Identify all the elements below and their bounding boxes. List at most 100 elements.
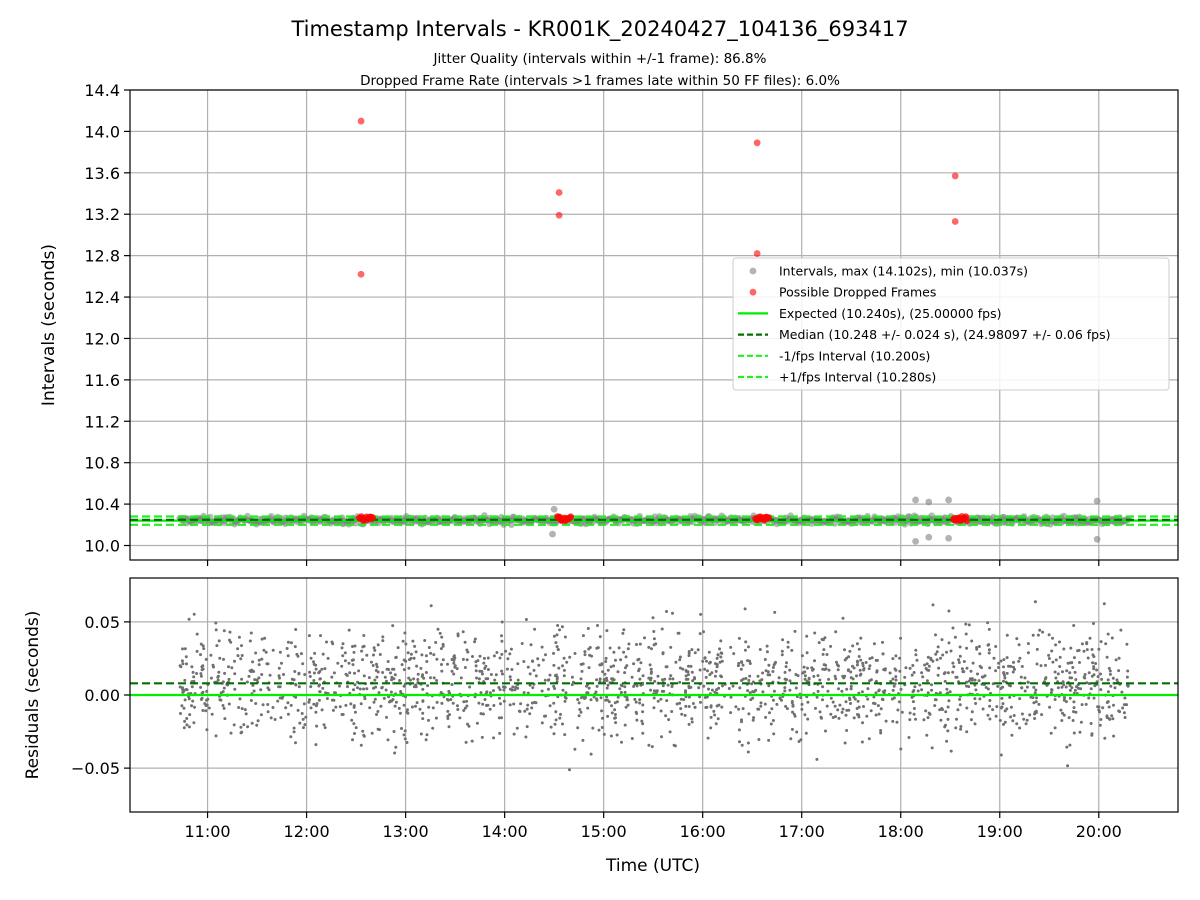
- residual-point: [656, 699, 660, 703]
- residual-point: [391, 698, 395, 701]
- residual-point: [925, 733, 929, 737]
- top-y-tick-label: 12.8: [84, 247, 120, 266]
- residual-point: [1117, 709, 1121, 713]
- residual-point: [1125, 683, 1129, 687]
- residual-point: [1033, 712, 1037, 716]
- residual-point: [209, 676, 213, 680]
- residual-point: [737, 661, 741, 665]
- residual-point: [455, 667, 459, 671]
- residual-point: [1072, 710, 1075, 714]
- residual-point: [1088, 636, 1092, 640]
- residual-point: [967, 679, 971, 683]
- residual-point: [600, 726, 604, 729]
- residual-point: [498, 696, 501, 700]
- residual-point: [924, 709, 928, 713]
- residual-point: [573, 652, 577, 655]
- residual-point: [200, 665, 204, 669]
- residual-point: [781, 638, 785, 642]
- residual-point: [679, 697, 683, 701]
- residual-point: [852, 666, 856, 670]
- residual-point: [1002, 665, 1005, 669]
- residual-point: [546, 678, 550, 682]
- residual-point: [307, 634, 311, 638]
- residual-point: [1098, 723, 1102, 727]
- residual-point: [1011, 719, 1015, 723]
- residual-point: [309, 706, 313, 710]
- residual-point: [1036, 633, 1040, 637]
- residual-point: [927, 664, 931, 668]
- residual-point: [389, 671, 392, 675]
- residual-point: [376, 710, 380, 713]
- residual-point: [1092, 655, 1096, 659]
- residual-point: [424, 671, 428, 674]
- residual-point: [898, 656, 902, 660]
- residual-point: [351, 658, 355, 662]
- residual-point: [303, 723, 307, 727]
- residual-point: [1107, 717, 1111, 721]
- residual-point: [271, 648, 275, 652]
- legend-label: -1/fps Interval (10.200s): [779, 348, 930, 363]
- residual-point: [881, 652, 885, 656]
- residual-point: [1023, 676, 1027, 680]
- residual-point: [451, 701, 455, 705]
- residual-point: [360, 649, 364, 653]
- residual-point: [1066, 764, 1070, 768]
- residual-point: [343, 651, 347, 655]
- residual-point: [926, 716, 930, 720]
- residual-point: [609, 665, 613, 669]
- residual-point: [498, 656, 502, 660]
- residual-point: [227, 702, 231, 706]
- residual-point: [940, 638, 944, 642]
- residual-point: [1066, 661, 1070, 665]
- residual-point: [205, 728, 209, 732]
- residual-point: [352, 705, 356, 709]
- residual-point: [384, 679, 388, 683]
- residual-point: [1028, 713, 1032, 717]
- residual-point: [341, 654, 345, 658]
- residual-point: [814, 706, 817, 710]
- residual-point: [192, 612, 196, 616]
- residual-point: [859, 658, 863, 662]
- residual-point: [731, 684, 735, 688]
- residual-point: [1060, 719, 1064, 722]
- residual-point: [690, 648, 694, 652]
- residual-point: [1003, 676, 1007, 680]
- residual-point: [709, 726, 713, 730]
- residual-point: [580, 669, 584, 673]
- residual-point: [741, 663, 745, 667]
- residual-point: [475, 721, 479, 725]
- residual-point: [754, 688, 758, 692]
- dropped-frame-point: [357, 117, 365, 125]
- residual-point: [182, 726, 186, 730]
- residual-point: [1095, 668, 1099, 672]
- residual-point: [987, 648, 991, 652]
- dropped-frame-points: [356, 117, 971, 524]
- residual-point: [686, 673, 690, 677]
- residual-point: [187, 725, 191, 729]
- residual-point: [236, 654, 240, 658]
- residual-point: [403, 729, 407, 733]
- residual-point: [663, 677, 667, 681]
- residual-point: [741, 707, 745, 711]
- residual-point: [461, 657, 465, 661]
- residual-point: [1119, 628, 1123, 632]
- residual-point: [1099, 688, 1103, 692]
- residual-point: [1012, 714, 1016, 717]
- residual-point: [1011, 670, 1015, 674]
- residual-point: [321, 686, 325, 690]
- residual-point: [218, 656, 222, 660]
- residual-point: [362, 733, 366, 737]
- residual-point: [375, 713, 378, 716]
- x-tick-label: 13:00: [383, 822, 429, 841]
- residual-point: [780, 653, 784, 657]
- x-axis-label: Time (UTC): [605, 856, 700, 876]
- residual-point: [841, 616, 845, 620]
- residual-point: [431, 706, 435, 710]
- residual-point: [746, 741, 750, 745]
- residual-point: [1020, 686, 1024, 690]
- residual-point: [698, 632, 702, 636]
- residual-point: [441, 642, 445, 646]
- residual-point: [405, 710, 409, 714]
- residual-point: [353, 644, 357, 648]
- residual-point: [349, 702, 353, 706]
